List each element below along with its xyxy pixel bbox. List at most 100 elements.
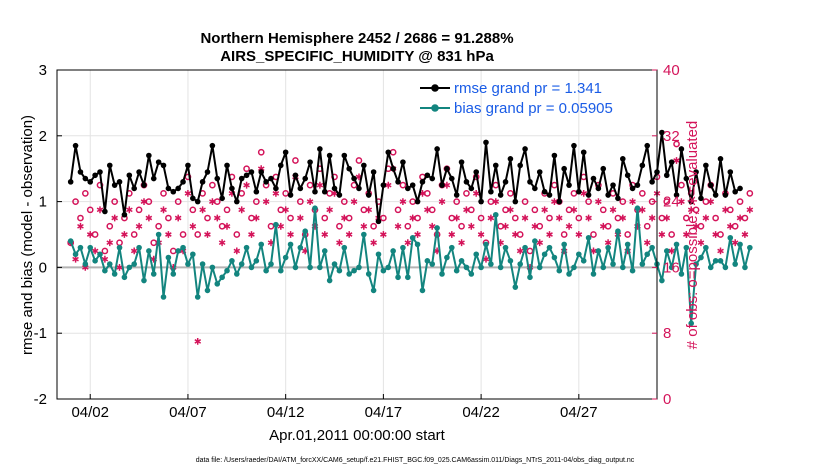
bias-point xyxy=(219,274,225,281)
rmse-point xyxy=(737,185,743,192)
bias-point xyxy=(737,241,743,248)
possible-obs-marker xyxy=(111,198,119,205)
rmse-point xyxy=(556,198,563,205)
possible-obs-marker xyxy=(389,148,397,156)
bias-point xyxy=(312,205,318,211)
bias-point xyxy=(595,248,602,254)
evaluated-obs-marker xyxy=(512,231,519,238)
possible-obs-marker xyxy=(682,214,690,222)
possible-obs-marker xyxy=(492,181,500,189)
possible-obs-marker xyxy=(731,222,739,230)
rmse-point xyxy=(390,165,396,172)
rmse-point xyxy=(478,198,484,205)
evaluated-obs-marker xyxy=(585,214,592,222)
evaluated-obs-marker xyxy=(565,222,573,230)
rmse-point xyxy=(488,188,494,195)
bias-point xyxy=(600,264,607,271)
rmse-point xyxy=(326,152,333,159)
rmse-point xyxy=(229,185,235,192)
possible-obs-marker xyxy=(213,198,221,205)
bias-point xyxy=(698,254,704,261)
possible-obs-marker xyxy=(736,198,744,205)
possible-obs-marker xyxy=(116,239,123,247)
possible-obs-marker xyxy=(233,231,241,238)
rmse-point xyxy=(634,182,641,188)
bias-point xyxy=(395,274,401,281)
bias-point xyxy=(116,244,123,251)
rmse-point xyxy=(395,179,401,185)
evaluated-obs-marker xyxy=(736,214,744,222)
rmse-point xyxy=(483,139,489,146)
evaluated-obs-marker xyxy=(595,198,602,205)
evaluated-obs-marker xyxy=(96,206,104,214)
bias-point xyxy=(190,251,196,258)
possible-obs-marker xyxy=(590,231,597,238)
rmse-point xyxy=(527,179,533,185)
rmse-point xyxy=(605,192,611,198)
bias-point xyxy=(234,271,240,277)
legend-bias-label: bias grand pr = 0.05905 xyxy=(454,100,613,117)
bias-point xyxy=(136,244,142,251)
evaluated-obs-marker xyxy=(341,214,348,222)
possible-obs-marker xyxy=(414,214,421,222)
y2-tick-label: 16 xyxy=(663,259,680,276)
possible-obs-marker xyxy=(135,206,143,214)
rmse-point xyxy=(199,179,206,185)
evaluated-obs-marker xyxy=(253,214,260,222)
bias-point xyxy=(292,264,299,271)
bias-point xyxy=(585,234,592,241)
bias-point xyxy=(146,248,152,254)
rmse-point xyxy=(204,169,211,175)
rmse-point xyxy=(649,179,655,185)
rmse-point xyxy=(121,211,128,218)
bias-point xyxy=(497,264,504,271)
rmse-point xyxy=(673,192,680,198)
x-tick-label: 04/12 xyxy=(267,404,305,421)
bias-point xyxy=(229,258,235,264)
rmse-point xyxy=(106,162,113,169)
bias-point xyxy=(507,258,514,264)
bias-point xyxy=(380,267,387,274)
possible-obs-marker xyxy=(516,231,524,238)
bias-point xyxy=(517,261,523,267)
bias-point xyxy=(351,267,357,274)
y2-tick-label: 8 xyxy=(663,325,671,342)
evaluated-obs-marker xyxy=(262,198,270,205)
evaluated-obs-marker xyxy=(536,239,544,247)
x-tick-label: 04/02 xyxy=(71,404,109,421)
possible-obs-marker xyxy=(741,214,749,222)
y2-tick-label: 0 xyxy=(663,391,671,408)
bias-point xyxy=(424,258,431,264)
bias-point xyxy=(673,241,680,248)
evaluated-obs-marker xyxy=(326,206,333,214)
bias-point xyxy=(707,264,714,271)
rmse-point xyxy=(712,192,719,198)
bias-point xyxy=(576,251,582,258)
legend: rmse grand pr = 1.341 bias grand pr = 0.… xyxy=(420,80,613,117)
bias-point xyxy=(663,248,670,254)
possible-obs-marker xyxy=(678,181,685,189)
possible-obs-marker xyxy=(726,206,734,214)
evaluated-obs-marker xyxy=(204,231,211,238)
bias-point xyxy=(448,244,455,251)
rmse-point xyxy=(160,162,167,169)
bias-point xyxy=(346,271,352,277)
rmse-point xyxy=(624,172,631,179)
rmse-point xyxy=(644,142,651,149)
bias-point xyxy=(468,271,475,277)
bias-point xyxy=(165,254,172,261)
evaluated-obs-marker xyxy=(238,206,245,214)
rmse-point xyxy=(282,149,289,156)
bias-point xyxy=(326,277,333,284)
rmse-point xyxy=(92,172,98,179)
bias-point xyxy=(268,261,274,267)
evaluated-obs-marker xyxy=(135,222,143,230)
evaluated-obs-marker xyxy=(91,247,99,255)
rmse-point xyxy=(165,185,172,192)
bias-point xyxy=(331,261,338,267)
evaluated-obs-marker xyxy=(121,231,128,238)
rmse-point xyxy=(380,182,387,188)
bias-point xyxy=(307,264,313,271)
bias-point xyxy=(556,267,563,274)
evaluated-obs-marker xyxy=(702,214,710,222)
